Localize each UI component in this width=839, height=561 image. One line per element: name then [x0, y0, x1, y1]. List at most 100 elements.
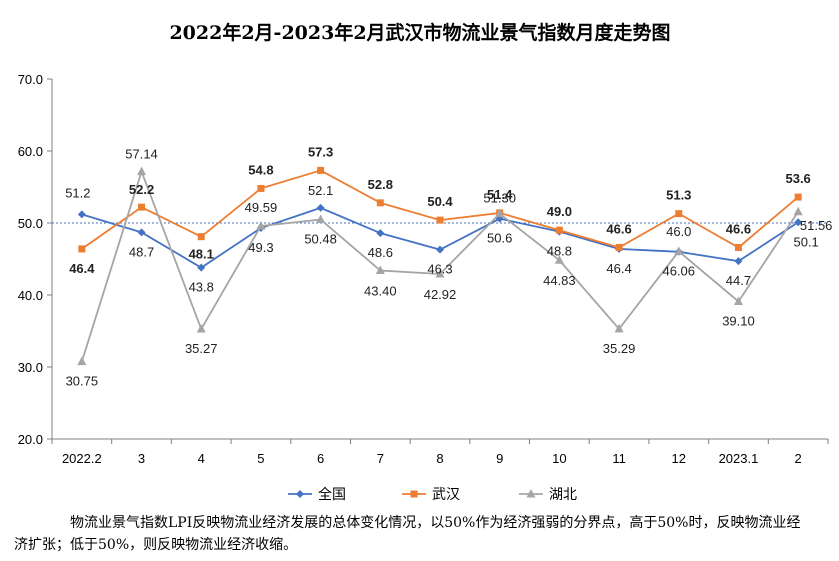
data-label: 44.7: [726, 273, 751, 288]
legend-marker: [410, 490, 418, 498]
x-tick-label: 12: [672, 451, 686, 466]
series-marks: 51.2 48.7 43.8 49.3 52.1 48.6 46.3 50.6 48.8 46.4…: [65, 144, 832, 388]
data-label: 35.27: [185, 341, 218, 356]
y-tick-label: 70.0: [18, 72, 43, 87]
x-tick-label: 8: [436, 451, 443, 466]
data-label: 43.8: [189, 280, 214, 295]
chart-title: 2022年2月-2023年2月武汉市物流业景气指数月度走势图: [169, 21, 670, 44]
data-label: 50.1: [793, 234, 818, 249]
data-point: [794, 193, 802, 201]
data-point: [615, 243, 623, 251]
x-tick-label: 2022.2: [62, 451, 102, 466]
data-label: 51.4: [487, 187, 513, 202]
data-point: [376, 199, 384, 207]
data-label: 52.2: [129, 182, 154, 197]
data-point: [793, 206, 803, 216]
data-label: 44.83: [543, 273, 576, 288]
legend-marker: [526, 489, 536, 498]
data-point: [436, 245, 444, 254]
data-point: [554, 255, 564, 264]
data-point: [436, 216, 444, 224]
data-label: 49.59: [245, 200, 278, 215]
legend-label: 武汉: [432, 487, 460, 503]
line-chart: 2022年2月-2023年2月武汉市物流业景气指数月度走势图 20.0 30.0 4…: [18, 21, 833, 503]
data-point: [137, 166, 147, 176]
y-tick-label: 50.0: [18, 216, 43, 231]
data-point: [675, 210, 683, 218]
data-label: 46.0: [666, 224, 691, 239]
y-tick-label: 40.0: [18, 288, 43, 303]
data-point: [316, 203, 325, 212]
data-point: [734, 257, 743, 266]
data-label: 49.0: [547, 204, 572, 219]
data-label: 48.7: [129, 244, 154, 259]
x-tick-label: 5: [257, 451, 264, 466]
data-point: [257, 184, 265, 192]
data-label: 50.6: [487, 231, 512, 246]
data-point: [256, 220, 266, 230]
x-tick-label: 3: [138, 451, 145, 466]
legend-marker: [296, 490, 304, 498]
data-label: 51.3: [666, 188, 691, 203]
data-label: 48.6: [368, 245, 393, 260]
data-label: 54.8: [248, 162, 273, 177]
data-point: [376, 229, 385, 238]
data-label: 46.4: [69, 261, 95, 276]
data-point: [733, 296, 743, 305]
x-tick-label: 10: [552, 451, 566, 466]
data-point: [197, 233, 205, 241]
data-label: 57.3: [308, 144, 333, 159]
y-tick-label: 30.0: [18, 360, 43, 375]
data-label: 48.1: [189, 247, 214, 262]
data-point: [495, 208, 505, 218]
data-point: [78, 245, 86, 253]
data-label: 49.3: [248, 240, 273, 255]
legend: 全国 武汉 湖北: [288, 486, 577, 503]
data-point: [77, 210, 86, 219]
data-label: 46.4: [606, 261, 631, 276]
legend-label: 湖北: [549, 487, 577, 503]
legend-label: 全国: [318, 486, 346, 503]
data-label: 53.6: [785, 171, 810, 186]
data-point: [674, 246, 684, 255]
footnote: 物流业景气指数LPI反映物流业经济发展的总体变化情况，以50%作为经济强弱的分界…: [14, 515, 801, 553]
data-label: 46.3: [427, 262, 452, 277]
data-label: 39.10: [722, 313, 755, 328]
data-label: 57.14: [125, 147, 158, 162]
data-point: [375, 265, 385, 275]
data-point: [196, 324, 206, 333]
data-point: [317, 166, 325, 174]
data-point: [138, 203, 146, 211]
data-label: 35.29: [603, 341, 636, 356]
data-label: 52.8: [368, 177, 393, 192]
data-label: 46.6: [726, 221, 751, 236]
data-label: 48.8: [547, 244, 572, 259]
data-point: [77, 356, 87, 366]
axes: 20.0 30.0 40.0 50.0 60.0 70.0 2022.2 3 4 5 6 7 8 9 10 1…: [18, 72, 829, 466]
data-point: [555, 226, 563, 234]
data-label: 50.48: [304, 232, 337, 247]
y-tick-label: 20.0: [18, 432, 43, 447]
data-point: [794, 218, 803, 227]
x-tick-label: 2: [795, 451, 802, 466]
x-tick-label: 6: [317, 451, 324, 466]
data-label: 50.4: [427, 194, 453, 209]
x-tick-label: 11: [612, 451, 626, 466]
data-point: [435, 268, 445, 278]
data-label: 42.92: [424, 287, 457, 302]
x-tick-label: 9: [496, 451, 503, 466]
data-point: [734, 243, 742, 251]
data-label: 46.6: [606, 221, 631, 236]
data-point: [614, 323, 624, 333]
data-label: 46.06: [662, 263, 695, 278]
x-tick-label: 2023.1: [719, 451, 759, 466]
x-tick-label: 4: [198, 451, 205, 466]
data-point: [316, 214, 326, 224]
data-point: [197, 263, 206, 272]
data-label: 43.40: [364, 284, 397, 299]
x-tick-label: 7: [377, 451, 384, 466]
data-label: 51.30: [483, 191, 516, 206]
data-label: 52.1: [308, 183, 333, 198]
data-label: 51.56: [800, 218, 833, 233]
data-point: [137, 228, 146, 237]
